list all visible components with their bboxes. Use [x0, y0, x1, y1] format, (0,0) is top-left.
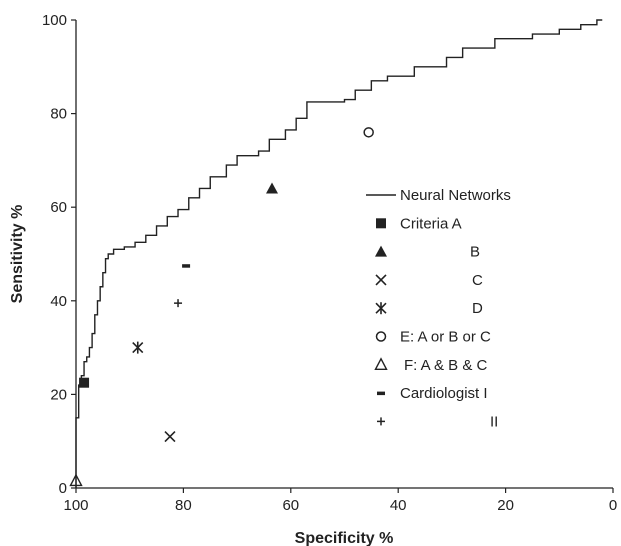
legend-criteria-a-label: Criteria A	[400, 215, 462, 232]
legend-criteria-a-swatch	[376, 218, 386, 229]
x-marker-stroke	[164, 430, 176, 443]
y-axis-title: Sensitivity %	[9, 205, 26, 304]
legend-f-a-b-c-label: F: A & B & C	[404, 357, 488, 374]
legend-ii-label: II	[490, 413, 498, 430]
legend-ii-swatch	[377, 417, 385, 426]
square-marker	[376, 218, 386, 229]
f-a-b-c-point	[69, 473, 83, 487]
circle-marker	[375, 331, 387, 342]
y-tick-label: 0	[59, 480, 67, 497]
legend-c-label: C	[472, 272, 483, 289]
legend-cardiologist-i-label: Cardiologist I	[400, 385, 488, 402]
legend-f-a-b-c-swatch	[374, 357, 388, 370]
y-tick-label: 60	[50, 199, 67, 216]
ii-point	[174, 299, 183, 308]
legend-b-swatch	[375, 245, 387, 257]
legend: Neural Networks Criteria A BCD E: A or B or…	[366, 187, 511, 430]
dash-marker	[182, 264, 191, 268]
criteria-a-point	[79, 377, 90, 388]
e-a-or-b-or-c-point	[363, 127, 374, 138]
x-tick-label: 40	[390, 497, 407, 514]
legend-e-a-or-b-or-c-swatch	[375, 331, 387, 342]
legend-d-label: D	[472, 300, 483, 317]
open-triangle-marker	[374, 357, 388, 370]
b-point	[266, 182, 279, 194]
legend-neural-networks-label: Neural Networks	[400, 187, 511, 204]
y-tick-label: 40	[50, 293, 67, 310]
x-tick-label: 100	[63, 497, 88, 514]
legend-e-a-or-b-or-c-label: E: A or B or C	[400, 329, 491, 346]
d-point	[132, 341, 144, 354]
y-tick-label: 20	[50, 386, 67, 403]
x-tick-label: 0	[609, 497, 617, 514]
legend-d-swatch	[375, 302, 387, 315]
square-marker	[79, 377, 90, 388]
legend-b-label: B	[470, 244, 480, 261]
x-tick-label: 20	[497, 497, 514, 514]
y-tick-label: 100	[42, 12, 67, 29]
triangle-marker	[375, 245, 387, 257]
legend-cardiologist-i-swatch	[377, 391, 385, 396]
x-tick-label: 80	[175, 497, 192, 514]
dash-marker	[377, 391, 385, 396]
circle-marker	[363, 127, 374, 138]
open-triangle-marker	[69, 473, 83, 487]
x-axis-title: Specificity %	[295, 530, 394, 546]
y-tick-label: 80	[50, 106, 67, 123]
triangle-marker	[266, 182, 279, 194]
plot-area	[69, 19, 603, 488]
neural-networks-line	[75, 19, 603, 488]
x-marker-stroke	[375, 274, 387, 286]
x-tick-label: 60	[282, 497, 299, 514]
legend-c-swatch	[375, 274, 387, 286]
axes: 100 80 60 40 20 0 0 20 40 60 80 100	[42, 12, 617, 514]
cardiologist-i-point	[182, 264, 191, 268]
c-point	[164, 430, 176, 443]
